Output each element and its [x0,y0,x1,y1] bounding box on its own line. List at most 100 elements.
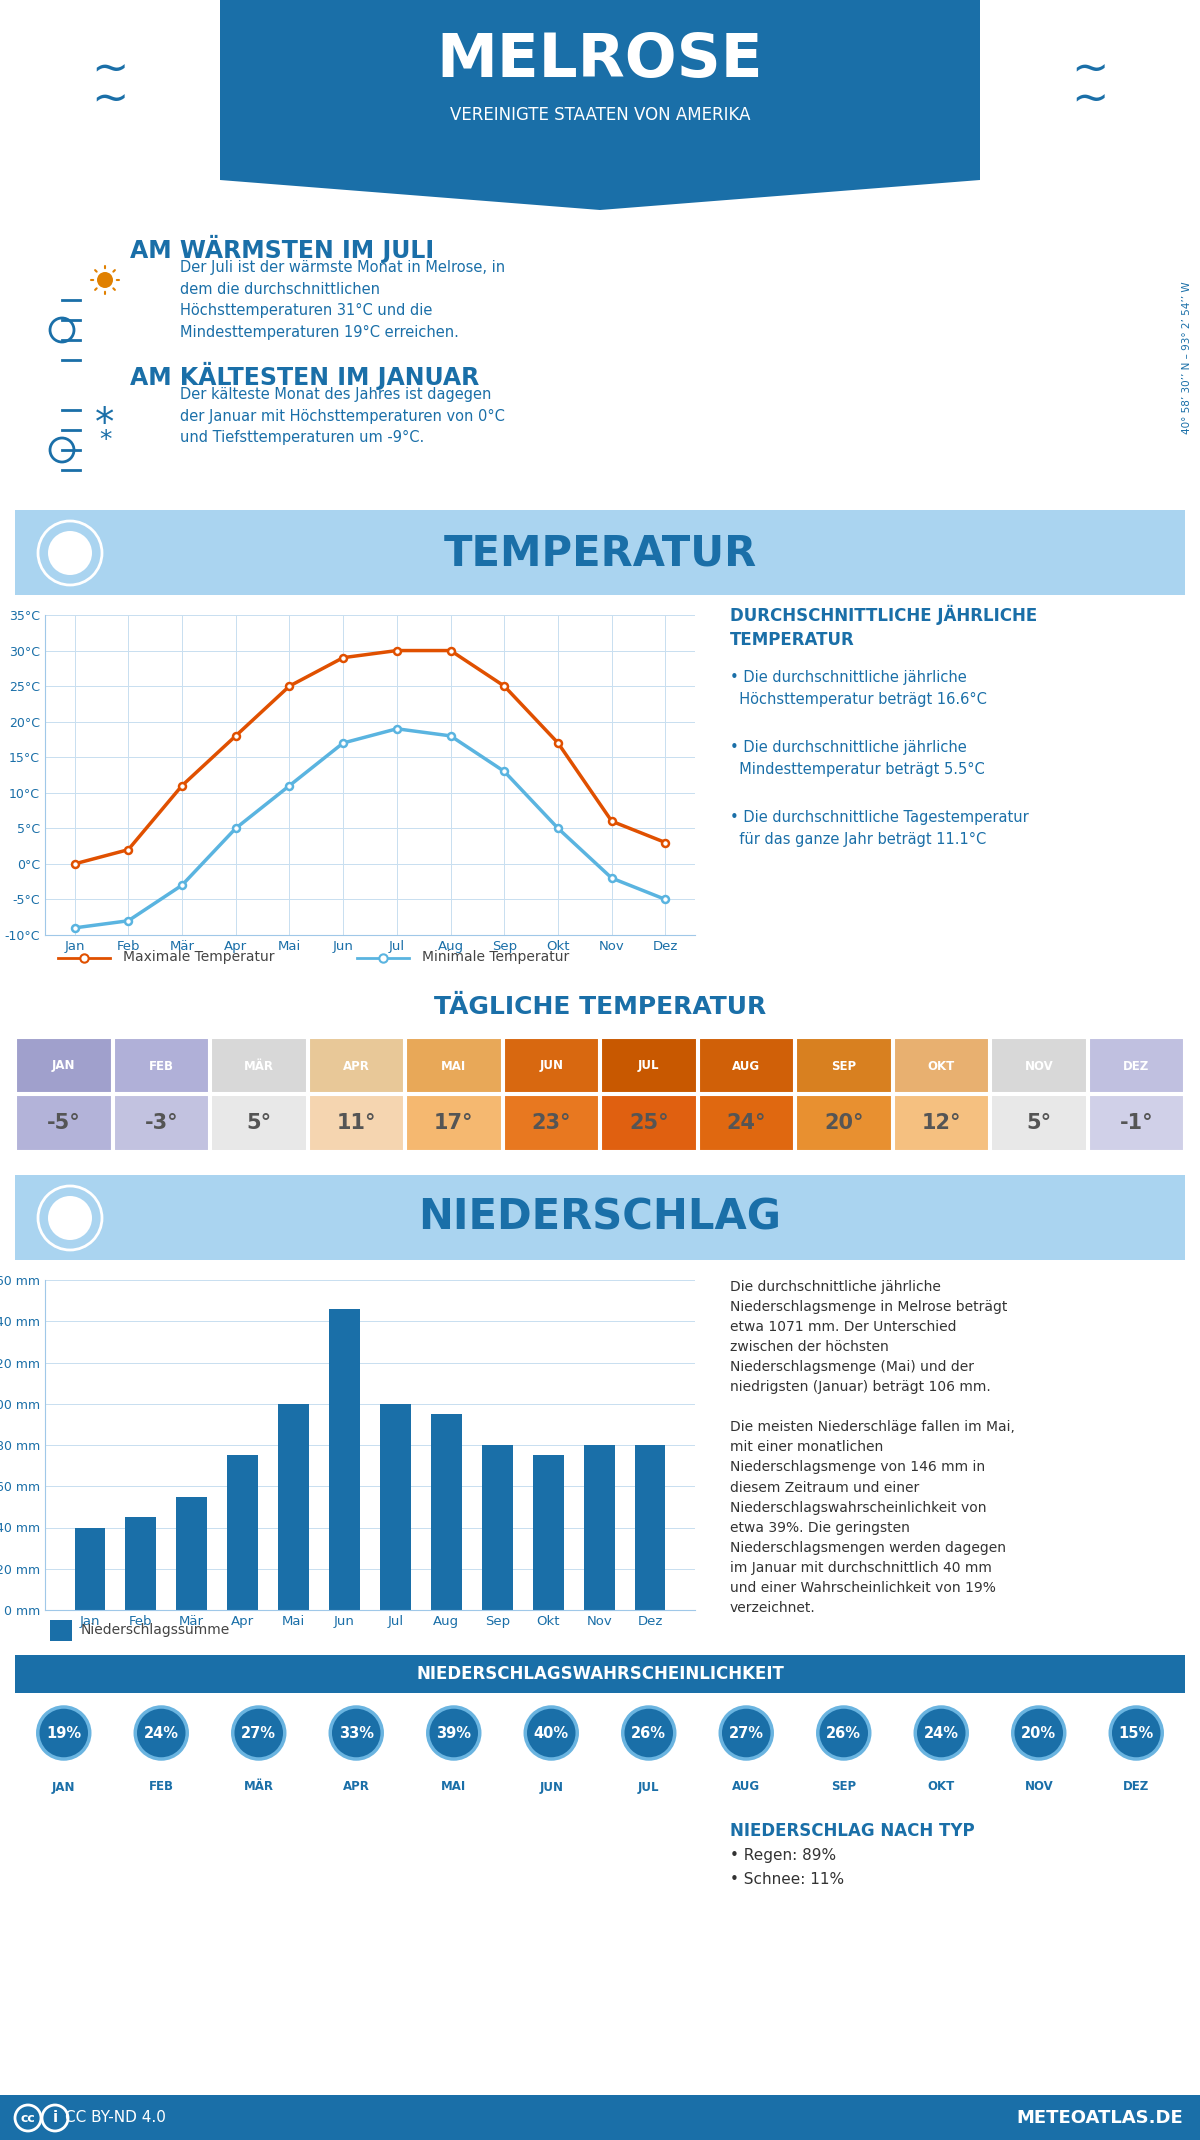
Bar [431,1415,462,1609]
Circle shape [136,1708,187,1759]
Text: OKT: OKT [928,1780,955,1793]
Text: cc: cc [20,2112,35,2125]
Text: JUL: JUL [638,1059,660,1072]
Text: JAN: JAN [52,1780,76,1793]
Text: MÄR: MÄR [244,1780,274,1793]
Text: SEP: SEP [832,1059,857,1072]
Text: JUN: JUN [539,1780,563,1793]
Bar [406,1096,502,1151]
Text: NOV: NOV [1025,1059,1054,1072]
Circle shape [97,272,113,289]
Text: 23°: 23° [532,1113,571,1132]
Bar [406,1038,502,1094]
Text: 40° 58’ 30’’ N – 93° 2’ 54’’ W: 40° 58’ 30’’ N – 93° 2’ 54’’ W [1182,282,1192,434]
Text: DURCHSCHNITTLICHE JÄHRLICHE
TEMPERATUR: DURCHSCHNITTLICHE JÄHRLICHE TEMPERATUR [730,606,1037,648]
Bar [894,1096,989,1151]
Circle shape [48,1196,92,1239]
Circle shape [1013,1708,1064,1759]
Text: JUL: JUL [638,1780,660,1793]
Circle shape [427,1708,480,1759]
Text: Der Juli ist der wärmste Monat in Melrose, in
dem die durchschnittlichen
Höchstt: Der Juli ist der wärmste Monat in Melros… [180,259,505,340]
Text: ~: ~ [91,49,128,92]
Text: 27%: 27% [241,1725,276,1740]
Circle shape [38,520,102,584]
Text: 12°: 12° [922,1113,961,1132]
Text: Maximale Temperatur: Maximale Temperatur [122,950,275,965]
Bar [1088,1038,1184,1094]
Bar [991,1038,1086,1094]
Text: ~: ~ [91,79,128,122]
Text: 24%: 24% [144,1725,179,1740]
Text: i: i [53,2110,58,2125]
Bar [796,1096,892,1151]
Text: Der kälteste Monat des Jahres ist dagegen
der Januar mit Höchsttemperaturen von : Der kälteste Monat des Jahres ist dagege… [180,387,505,445]
Circle shape [37,1708,90,1759]
Bar [329,1310,360,1609]
Circle shape [330,1708,383,1759]
Text: TEMPERATUR: TEMPERATUR [443,533,757,574]
Circle shape [916,1708,967,1759]
Text: 39%: 39% [437,1725,472,1740]
Bar [227,1455,258,1609]
Text: 19%: 19% [46,1725,82,1740]
Circle shape [623,1708,674,1759]
Text: FEB: FEB [149,1059,174,1072]
Bar [991,1096,1086,1151]
Bar [114,1038,209,1094]
Text: FEB: FEB [149,1780,174,1793]
Text: 15%: 15% [1118,1725,1154,1740]
Bar [504,1038,599,1094]
Text: AUG: AUG [732,1059,761,1072]
Text: JUN: JUN [539,1059,563,1072]
Text: 17°: 17° [434,1113,474,1132]
Circle shape [720,1708,773,1759]
Text: APR: APR [343,1780,370,1793]
Text: METEOATLAS.DE: METEOATLAS.DE [1016,2110,1183,2127]
Text: MAI: MAI [442,1059,467,1072]
Bar [698,1096,794,1151]
Text: 40%: 40% [534,1725,569,1740]
Bar [74,1528,106,1609]
Text: 5°: 5° [1026,1113,1051,1132]
Polygon shape [220,0,980,210]
Bar [278,1404,308,1609]
Text: JAN: JAN [52,1059,76,1072]
Circle shape [38,1186,102,1250]
Bar [211,1038,306,1094]
Bar [380,1404,410,1609]
Text: *: * [98,428,112,452]
Bar [894,1038,989,1094]
Bar [504,1096,599,1151]
Text: Die durchschnittliche jährliche
Niederschlagsmenge in Melrose beträgt
etwa 1071 : Die durchschnittliche jährliche Niedersc… [730,1280,1015,1616]
Circle shape [526,1708,577,1759]
Text: APR: APR [343,1059,370,1072]
Circle shape [1110,1708,1163,1759]
FancyBboxPatch shape [7,1166,1193,1269]
Text: -5°: -5° [47,1113,80,1132]
Text: 24°: 24° [726,1113,766,1132]
Bar [698,1038,794,1094]
Bar [635,1444,666,1609]
Text: DEZ: DEZ [1123,1059,1150,1072]
Bar [533,1455,564,1609]
Bar [16,1096,112,1151]
Text: 20%: 20% [1021,1725,1056,1740]
Text: NIEDERSCHLAGSWAHRSCHEINLICHKEIT: NIEDERSCHLAGSWAHRSCHEINLICHKEIT [416,1665,784,1682]
Bar [114,1096,209,1151]
Text: 5°: 5° [246,1113,271,1132]
Text: • Schnee: 11%: • Schnee: 11% [730,1872,844,1887]
Text: • Die durchschnittliche Tagestemperatur
  für das ganze Jahr beträgt 11.1°C: • Die durchschnittliche Tagestemperatur … [730,811,1028,847]
Text: SEP: SEP [832,1780,857,1793]
Text: Minimale Temperatur: Minimale Temperatur [422,950,569,965]
Text: *: * [95,404,115,443]
Bar [601,1038,696,1094]
Text: AM KÄLTESTEN IM JANUAR: AM KÄLTESTEN IM JANUAR [130,362,479,389]
Bar [601,1096,696,1151]
Bar [796,1038,892,1094]
Bar [482,1444,512,1609]
Text: NIEDERSCHLAG: NIEDERSCHLAG [419,1196,781,1239]
Bar [49,1620,72,1641]
Text: AUG: AUG [732,1780,761,1793]
Bar [308,1096,404,1151]
Bar [308,1038,404,1094]
